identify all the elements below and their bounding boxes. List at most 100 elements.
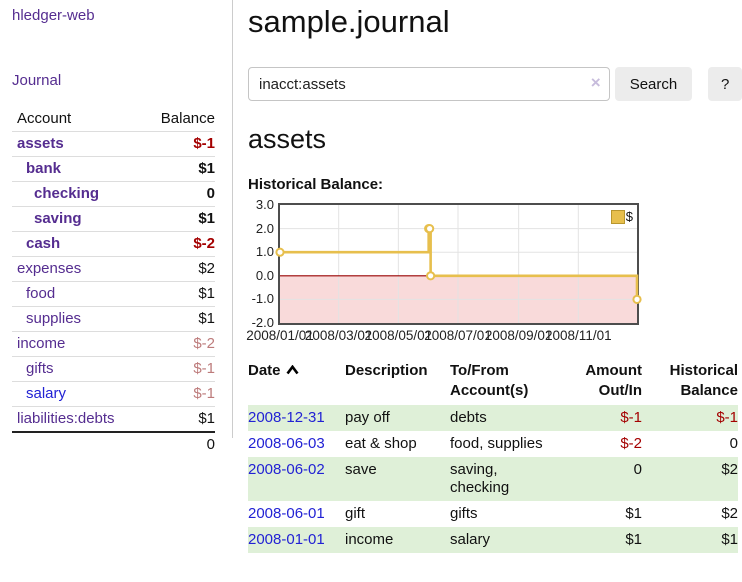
transaction-accounts: salary (450, 531, 491, 548)
account-row: food $1 (12, 281, 215, 307)
page-title: sample.journal (248, 4, 450, 39)
chart-plot-area: $ (275, 203, 642, 325)
account-balance: $-2 (140, 231, 215, 257)
x-tick-label: 2008/07/01 (424, 328, 492, 343)
chart-legend: $ (610, 209, 633, 224)
historical-balance-chart: 3.0 2.0 1.0 0.0 -1.0 -2.0 $ 2008/01/01 2008/03… (246, 198, 742, 344)
register-row: 2008-06-03 eat & shop food, supplies $-2 0 (248, 431, 738, 457)
account-balance: $1 (140, 206, 215, 232)
accounts-total-row: 0 (12, 431, 215, 457)
account-row: saving $1 (12, 206, 215, 232)
account-link[interactable]: cash (26, 235, 61, 252)
register-row: 2008-06-02 save saving, checking 0 $2 (248, 457, 738, 501)
account-link[interactable]: gifts (26, 360, 54, 377)
transaction-date-link[interactable]: 2008-01-01 (248, 531, 325, 548)
register-row: 2008-01-01 income salary $1 $1 (248, 527, 738, 553)
transaction-accounts: debts (450, 409, 487, 426)
sidebar: hledger-web Journal Account Balance asse… (0, 0, 233, 457)
register-row: 2008-12-31 pay off debts $-1 $-1 (248, 405, 738, 431)
x-tick-label: 2008/11/01 (545, 328, 612, 343)
transaction-accounts: food, supplies (450, 435, 543, 452)
journal-link[interactable]: Journal (12, 72, 62, 89)
account-row: cash $-2 (12, 231, 215, 257)
account-balance: 0 (140, 181, 215, 207)
register-table: Date Description To/From Account(s) Amou… (248, 359, 738, 553)
account-link[interactable]: bank (26, 160, 62, 177)
y-tick-label: 1.0 (255, 244, 274, 260)
column-header-amount: Amount Out/In (585, 362, 642, 399)
account-balance: $1 (140, 406, 215, 432)
transaction-amount: $1 (625, 505, 642, 522)
x-tick-label: 2008/05/01 (364, 328, 433, 343)
account-link[interactable]: liabilities:debts (17, 410, 115, 427)
y-tick-label: -1.0 (251, 291, 274, 307)
accounts-table-body: assets $-1 bank $1 checking 0 saving $1 cash $-2 e… (12, 131, 215, 432)
account-link[interactable]: assets (17, 135, 64, 152)
accounts-header-balance: Balance (160, 110, 215, 127)
transaction-amount: $-2 (620, 435, 642, 452)
y-tick-label: 3.0 (255, 197, 274, 212)
transaction-balance: $2 (721, 505, 738, 522)
account-row: supplies $1 (12, 306, 215, 332)
transaction-amount: $-1 (620, 409, 642, 426)
register-row: 2008-06-01 gift gifts $1 $2 (248, 501, 738, 527)
transaction-description: eat & shop (345, 435, 417, 452)
account-balance: $2 (140, 256, 215, 282)
account-row: bank $1 (12, 156, 215, 182)
transaction-balance: $-1 (716, 409, 738, 426)
transaction-balance: $2 (721, 461, 738, 478)
transaction-accounts: gifts (450, 505, 478, 522)
help-button[interactable]: ? (708, 67, 742, 101)
account-row: salary $-1 (12, 381, 215, 407)
column-header-balance: Historical Balance (669, 362, 738, 399)
legend-label: $ (625, 209, 633, 224)
accounts-table: Account Balance assets $-1 bank $1 checking 0… (12, 106, 215, 457)
account-heading: assets (248, 124, 327, 154)
column-header-description: Description (345, 362, 428, 379)
account-balance: $-1 (140, 381, 215, 407)
account-balance: $-1 (140, 131, 215, 157)
transaction-description: save (345, 461, 377, 478)
transaction-date-link[interactable]: 2008-12-31 (248, 409, 325, 426)
account-link[interactable]: supplies (26, 310, 82, 327)
register-table-body: 2008-12-31 pay off debts $-1 $-1 2008-06-03 ea… (248, 405, 738, 553)
transaction-balance: 0 (729, 435, 738, 452)
account-row: expenses $2 (12, 256, 215, 282)
chart-canvas (275, 205, 642, 323)
sort-ascending-icon (285, 364, 299, 375)
search-input-wrap: × (248, 67, 610, 101)
search-button[interactable]: Search (614, 67, 693, 101)
main-content: sample.journal × Search ? assets Histori… (246, 0, 742, 553)
transaction-amount: 0 (633, 461, 642, 478)
account-row: assets $-1 (12, 131, 215, 157)
account-link[interactable]: checking (34, 185, 100, 202)
account-row: income $-2 (12, 331, 215, 357)
column-header-accounts: To/From Account(s) (450, 362, 529, 399)
transaction-date-link[interactable]: 2008-06-03 (248, 435, 325, 452)
account-balance: $-1 (140, 356, 215, 382)
account-balance: $1 (140, 156, 215, 182)
account-link[interactable]: food (26, 285, 56, 302)
search-input[interactable] (248, 67, 610, 101)
register-header-row: Date Description To/From Account(s) Amou… (248, 359, 738, 405)
app-title-link[interactable]: hledger-web (12, 7, 95, 24)
column-header-date[interactable]: Date (248, 359, 345, 405)
transaction-description: pay off (345, 409, 390, 426)
account-balance: $-2 (140, 331, 215, 357)
transaction-amount: $1 (625, 531, 642, 548)
account-link[interactable]: income (17, 335, 66, 352)
clear-search-icon[interactable]: × (590, 73, 601, 92)
account-balance: $1 (140, 281, 215, 307)
account-row: liabilities:debts $1 (12, 406, 215, 432)
account-row: checking 0 (12, 181, 215, 207)
account-link[interactable]: saving (34, 210, 82, 227)
account-link[interactable]: expenses (17, 260, 82, 277)
x-tick-label: 2008/01/01 (246, 328, 314, 343)
transaction-date-link[interactable]: 2008-06-01 (248, 505, 325, 522)
y-tick-label: -2.0 (251, 315, 274, 330)
account-link[interactable]: salary (26, 385, 67, 402)
account-row: gifts $-1 (12, 356, 215, 382)
transaction-balance: $1 (721, 531, 738, 548)
chart-title: Historical Balance: (248, 176, 384, 193)
transaction-date-link[interactable]: 2008-06-02 (248, 461, 325, 478)
